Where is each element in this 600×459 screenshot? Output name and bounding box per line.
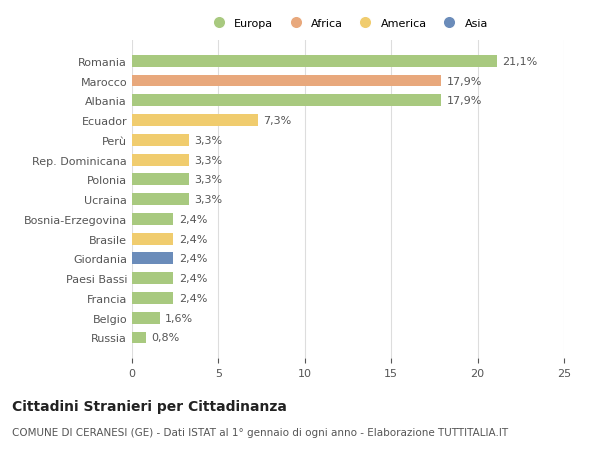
Text: 7,3%: 7,3% [263,116,292,126]
Bar [132,213,173,225]
Bar [132,233,173,245]
Bar [132,56,497,67]
Text: 2,4%: 2,4% [179,234,207,244]
Text: 1,6%: 1,6% [165,313,193,323]
Bar [132,332,146,344]
Bar [132,174,189,186]
Text: COMUNE DI CERANESI (GE) - Dati ISTAT al 1° gennaio di ogni anno - Elaborazione T: COMUNE DI CERANESI (GE) - Dati ISTAT al … [12,427,508,437]
Bar [132,292,173,304]
Text: Cittadini Stranieri per Cittadinanza: Cittadini Stranieri per Cittadinanza [12,399,287,413]
Bar [132,75,442,87]
Text: 3,3%: 3,3% [194,175,223,185]
Text: 2,4%: 2,4% [179,214,207,224]
Text: 17,9%: 17,9% [446,76,482,86]
Bar [132,134,189,146]
Bar [132,312,160,324]
Bar [132,253,173,265]
Bar [132,194,189,206]
Text: 17,9%: 17,9% [446,96,482,106]
Text: 3,3%: 3,3% [194,155,223,165]
Text: 3,3%: 3,3% [194,195,223,205]
Bar [132,154,189,166]
Text: 21,1%: 21,1% [502,56,537,67]
Bar [132,95,442,107]
Legend: Europa, Africa, America, Asia: Europa, Africa, America, Asia [205,15,491,32]
Bar [132,115,258,127]
Text: 2,4%: 2,4% [179,254,207,264]
Text: 0,8%: 0,8% [151,333,179,343]
Text: 2,4%: 2,4% [179,293,207,303]
Text: 3,3%: 3,3% [194,135,223,146]
Text: 2,4%: 2,4% [179,274,207,284]
Bar [132,273,173,285]
